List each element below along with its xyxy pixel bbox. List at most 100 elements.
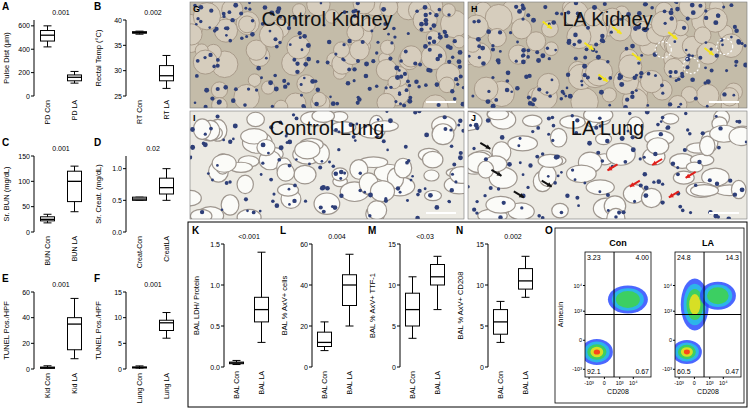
box <box>41 31 55 42</box>
arrow-head <box>672 35 677 40</box>
nucleus <box>600 38 605 43</box>
nucleus <box>432 23 437 28</box>
tubule <box>694 27 711 44</box>
nucleus <box>586 76 589 79</box>
box <box>133 32 147 34</box>
nucleus <box>546 47 549 50</box>
nucleus <box>577 39 582 44</box>
tick <box>123 369 126 370</box>
panel-letter: O <box>545 225 553 236</box>
y-label: Sr. BUN (mg/dL) <box>2 166 11 222</box>
y-label: TUNEL Pos./HPF <box>94 301 103 360</box>
nucleus <box>283 84 287 88</box>
nucleus <box>605 139 610 144</box>
nucleus <box>668 70 672 74</box>
nucleus <box>357 96 360 99</box>
nucleus <box>706 105 709 108</box>
nucleus <box>375 51 378 54</box>
nucleus <box>423 5 428 10</box>
population <box>587 344 606 360</box>
nucleus <box>498 30 502 34</box>
nucleus <box>356 101 360 105</box>
nucleus <box>388 57 392 61</box>
density <box>675 279 736 365</box>
plot-frame <box>675 252 741 377</box>
nucleus <box>289 43 292 46</box>
nucleus <box>267 152 270 155</box>
gate <box>585 314 651 315</box>
nucleus <box>292 199 296 203</box>
nucleus <box>608 76 612 80</box>
nucleus <box>517 144 520 147</box>
nucleus <box>353 79 356 82</box>
tick-label: 0 <box>304 364 308 371</box>
nucleus <box>428 36 432 40</box>
image-label: LA Lung <box>571 117 644 139</box>
nucleus <box>500 135 505 140</box>
nucleus <box>583 56 587 60</box>
category-label: BAL Con <box>321 371 328 399</box>
box <box>160 178 174 194</box>
whisker-cap <box>71 83 79 84</box>
nucleus <box>437 103 441 107</box>
nucleus <box>734 28 739 33</box>
tick <box>485 326 488 327</box>
tick <box>221 367 224 368</box>
nucleus <box>698 4 702 8</box>
alveolus <box>370 181 394 202</box>
panel-letter: A <box>2 1 9 12</box>
nucleus <box>683 148 687 152</box>
nucleus <box>216 87 220 91</box>
alveolus <box>647 138 669 155</box>
nucleus <box>407 32 410 35</box>
quadrant-value: 92.1 <box>587 368 601 375</box>
nucleus <box>608 104 611 107</box>
alveolus <box>332 168 348 181</box>
nucleus <box>443 30 446 33</box>
nucleus <box>623 105 628 108</box>
nucleus <box>572 43 576 47</box>
nucleus <box>342 43 345 46</box>
nucleus <box>240 37 244 41</box>
tubule <box>439 77 455 93</box>
nucleus <box>228 140 232 144</box>
whisker-cap <box>71 166 79 167</box>
panel-letter: F <box>94 273 100 284</box>
population <box>616 291 640 308</box>
nucleus <box>491 47 495 51</box>
tick-label: 15 <box>114 289 122 296</box>
nucleus <box>704 9 707 12</box>
nucleus <box>308 163 311 166</box>
nucleus <box>250 32 255 37</box>
nucleus <box>630 91 634 95</box>
whisker-cap <box>44 365 52 366</box>
nucleus <box>394 100 397 103</box>
nucleus <box>574 178 577 181</box>
arrow <box>608 164 618 170</box>
nucleus <box>708 178 712 182</box>
box <box>133 367 147 368</box>
nucleus <box>458 50 463 55</box>
y-axis <box>126 20 127 96</box>
nucleus <box>661 92 664 95</box>
x-label: CD208 <box>607 388 629 395</box>
nucleus <box>536 126 540 130</box>
whisker-cap <box>136 365 144 366</box>
nucleus <box>286 141 289 144</box>
x-label: CD208 <box>697 388 719 395</box>
y-label: Sr. Creat. (mg/dL) <box>94 164 103 224</box>
nucleus <box>729 3 733 7</box>
tissue <box>468 2 747 108</box>
nucleus <box>551 116 555 120</box>
nucleus <box>225 26 229 30</box>
arrow <box>686 172 696 178</box>
median <box>519 280 533 281</box>
nucleus <box>456 83 459 86</box>
arrow-head <box>686 174 691 178</box>
nucleus <box>684 112 687 115</box>
whisker-cap <box>136 369 144 370</box>
tick <box>31 343 34 344</box>
tick <box>309 285 312 286</box>
nucleus <box>628 112 631 115</box>
nucleus <box>232 138 235 141</box>
